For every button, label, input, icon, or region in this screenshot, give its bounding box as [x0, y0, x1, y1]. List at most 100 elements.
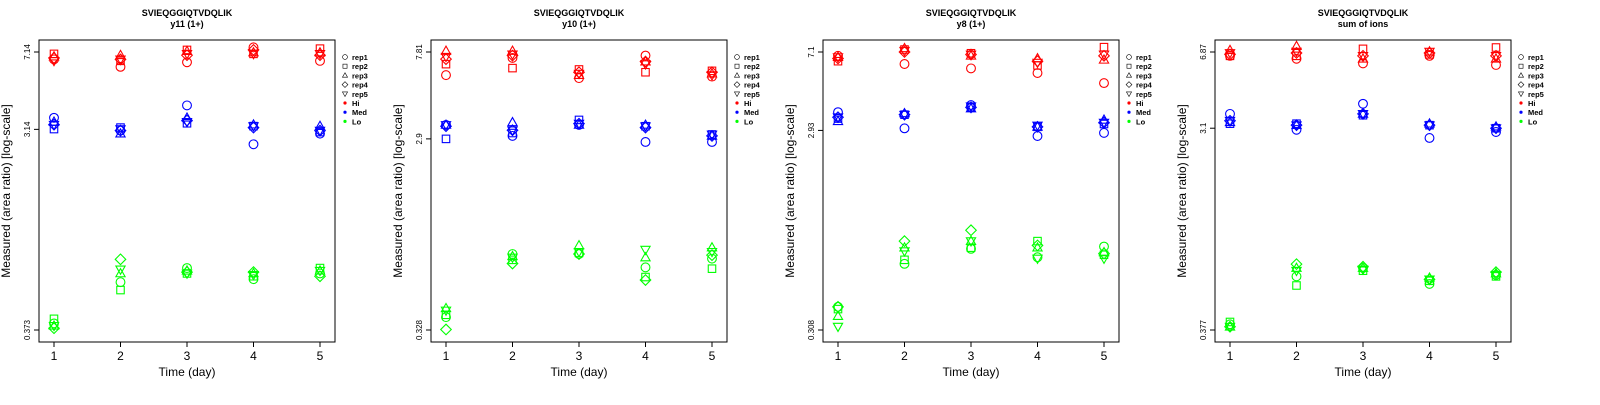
data-point-hi-rep2 — [1099, 42, 1109, 52]
data-point-lo-rep5 — [48, 321, 60, 332]
y-tick-label: 6.87 — [1199, 44, 1208, 60]
y-tick-label: 0.377 — [1199, 319, 1208, 340]
legend-symbol-med — [1519, 110, 1523, 114]
data-point-hi-rep4 — [705, 66, 719, 79]
legend-label-lo: Lo — [1528, 117, 1538, 126]
data-point-med-rep3 — [440, 118, 452, 129]
data-point-hi-rep5 — [1423, 47, 1436, 58]
legend-symbol-rep5 — [733, 91, 741, 98]
data-point-med-rep1 — [1099, 127, 1109, 138]
data-point-hi-rep4 — [439, 53, 453, 66]
data-point-lo-rep1 — [833, 301, 843, 312]
legend-symbol-rep3 — [1517, 72, 1525, 78]
data-point-lo-rep4 — [1097, 247, 1111, 260]
chart-title: SVIEQGGIQTVDQLIK — [1318, 8, 1409, 18]
data-point-hi-rep1 — [1424, 50, 1435, 61]
data-point-lo-rep3 — [639, 251, 652, 262]
x-axis-label: Time (day) — [551, 365, 608, 379]
x-tick-label: 4 — [1426, 349, 1433, 363]
data-point-med-rep2 — [441, 134, 451, 144]
legend-symbol-rep5 — [1517, 91, 1525, 98]
data-point-med-rep1 — [248, 139, 259, 150]
data-point-lo-rep1 — [707, 253, 717, 264]
data-point-hi-rep1 — [507, 52, 518, 63]
x-axis-label: Time (day) — [159, 365, 216, 379]
data-point-med-rep5 — [314, 126, 326, 137]
data-point-lo-rep4 — [313, 270, 327, 283]
x-tick-label: 2 — [117, 349, 124, 363]
data-point-med-rep3 — [1290, 119, 1303, 130]
data-point-lo-rep5 — [114, 265, 127, 276]
data-point-lo-rep2 — [707, 264, 717, 273]
data-point-lo-rep5 — [440, 306, 452, 317]
data-point-med-rep5 — [48, 120, 60, 131]
legend-label-hi: Hi — [744, 99, 752, 108]
legend-label-rep5: rep5 — [744, 90, 760, 99]
data-point-med-rep5 — [1490, 124, 1502, 135]
legend-symbol-rep3 — [733, 72, 741, 78]
legend-symbol-rep3 — [341, 72, 349, 78]
data-point-med-rep5 — [1357, 110, 1369, 120]
legend-label-rep2: rep2 — [352, 62, 368, 71]
data-point-hi-rep3 — [48, 50, 60, 61]
legend-symbol-rep2 — [734, 63, 740, 69]
data-point-med-rep2 — [508, 128, 517, 138]
data-point-hi-rep3 — [1290, 40, 1303, 51]
data-point-hi-rep5 — [114, 55, 127, 66]
legend-symbol-rep4 — [1517, 81, 1525, 88]
data-point-lo-rep4 — [705, 249, 719, 262]
chart-subtitle: y10 (1+) — [562, 19, 596, 29]
chart-subtitle: y8 (1+) — [957, 19, 986, 29]
data-point-lo-rep4 — [1290, 258, 1303, 271]
plot-frame — [822, 39, 1120, 343]
data-point-lo-rep5 — [1290, 266, 1303, 277]
legend-symbol-hi — [343, 101, 347, 105]
data-point-med-rep5 — [706, 130, 718, 141]
data-point-lo-rep2 — [116, 285, 125, 295]
data-point-lo-rep3 — [573, 239, 585, 250]
data-point-med-rep1 — [1424, 133, 1435, 143]
chart-subtitle: y11 (1+) — [170, 19, 203, 29]
legend-label-rep2: rep2 — [1528, 62, 1544, 71]
y-tick-label: 7.14 — [23, 44, 32, 60]
data-point-hi-rep1 — [966, 63, 976, 74]
data-point-lo-rep4 — [1356, 260, 1370, 273]
x-tick-label: 2 — [901, 349, 908, 363]
data-point-hi-rep1 — [899, 59, 910, 69]
data-point-hi-rep2 — [441, 59, 451, 69]
legend-label-rep3: rep3 — [1136, 71, 1152, 80]
data-point-lo-rep3 — [706, 241, 718, 252]
data-point-lo-rep4 — [114, 253, 127, 266]
data-point-lo-rep5 — [506, 253, 519, 264]
data-point-hi-rep2 — [1292, 51, 1301, 61]
x-tick-label: 1 — [51, 349, 58, 363]
legend-symbol-med — [1127, 110, 1131, 114]
y-tick-label: 3.1 — [1199, 122, 1208, 134]
legend-label-hi: Hi — [352, 99, 360, 108]
x-axis-label: Time (day) — [943, 365, 1000, 379]
data-point-lo-rep4 — [47, 322, 61, 335]
data-point-hi-rep4 — [247, 43, 260, 56]
legend-symbol-lo — [735, 119, 739, 123]
legend-label-rep1: rep1 — [1528, 53, 1544, 62]
data-point-med-rep1 — [640, 137, 651, 147]
legend-label-rep2: rep2 — [744, 62, 760, 71]
data-point-lo-rep4 — [572, 247, 586, 261]
x-tick-label: 1 — [1227, 349, 1234, 363]
y-tick-label: 7.81 — [415, 44, 424, 60]
y-tick-label: 2.93 — [807, 122, 816, 138]
data-point-hi-rep5 — [832, 53, 844, 64]
data-point-lo-rep5 — [247, 270, 260, 281]
y-axis-label: Measured (area ratio) [log-scale] — [1175, 104, 1189, 277]
data-point-med-rep1 — [182, 100, 192, 111]
data-point-lo-rep2 — [1033, 236, 1042, 246]
data-point-med-rep5 — [440, 121, 452, 131]
legend-label-rep3: rep3 — [352, 71, 368, 80]
data-point-med-rep5 — [639, 122, 652, 133]
legend-label-rep5: rep5 — [1136, 90, 1152, 99]
